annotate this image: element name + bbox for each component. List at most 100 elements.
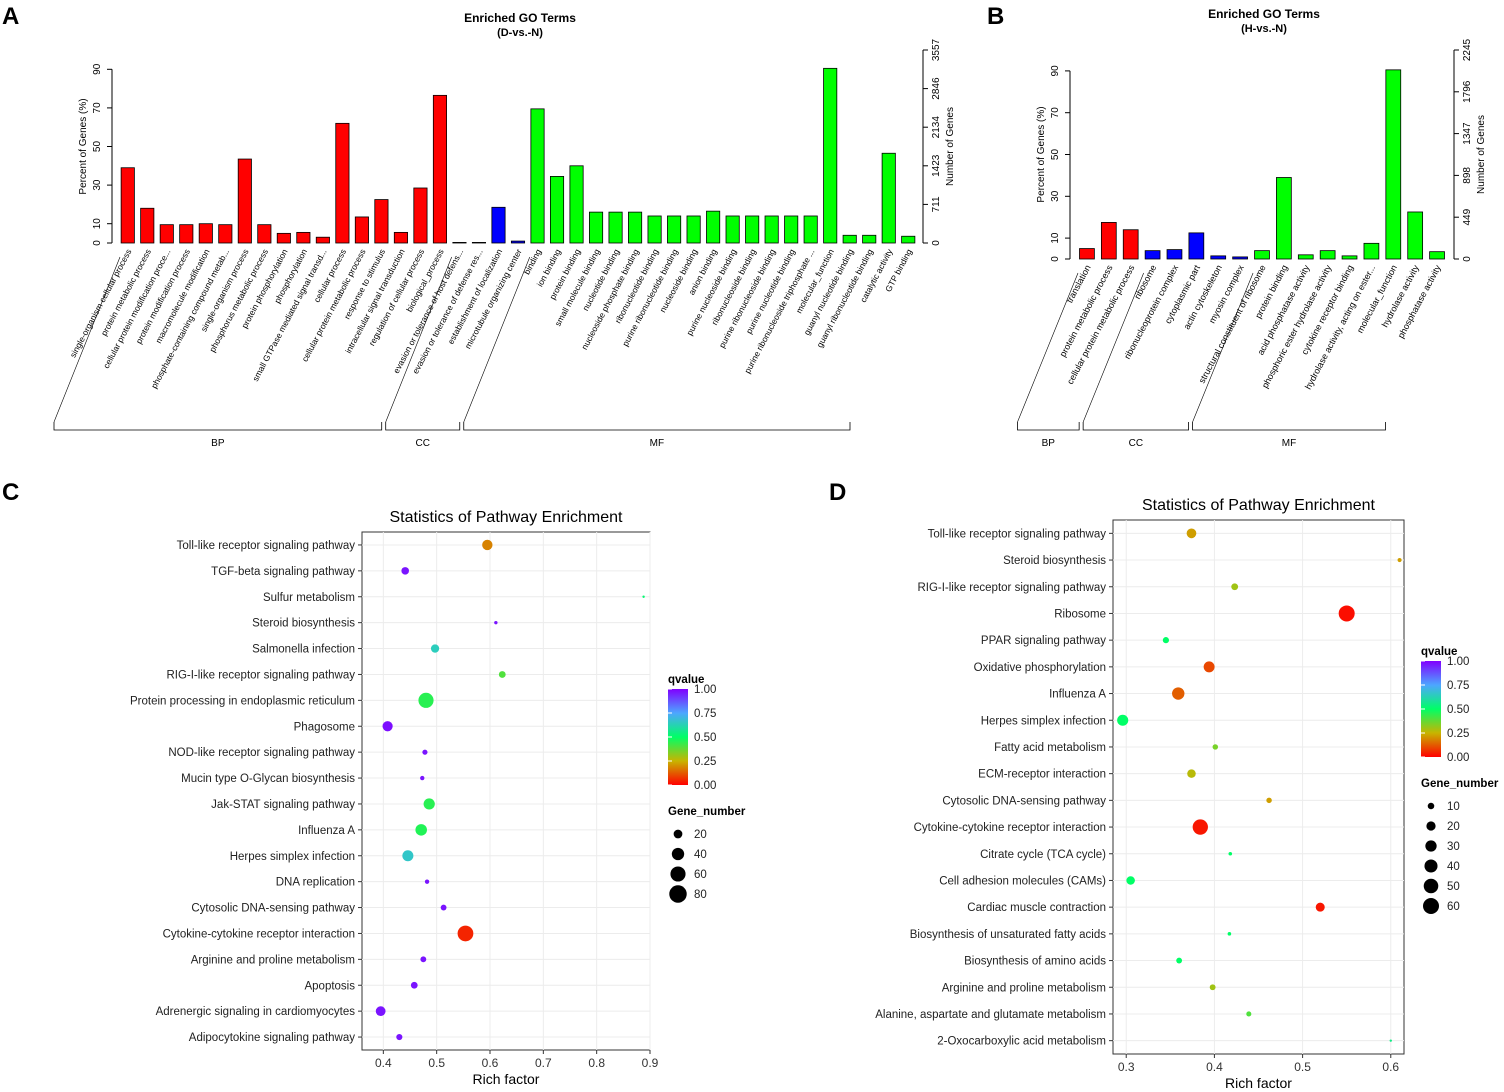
pathway-label: Cell adhesion molecules (CAMs) xyxy=(939,875,1106,887)
group-label: MF xyxy=(1282,438,1296,449)
bar xyxy=(1341,255,1358,260)
left-tick-label: 90 xyxy=(92,63,103,75)
bar xyxy=(842,234,857,244)
pathway-label: Arginine and proline metabolism xyxy=(191,954,355,966)
pathway-label: Steroid biosynthesis xyxy=(1003,555,1106,567)
size-legend-dot xyxy=(1425,840,1437,852)
pathway-label: Herpes simplex infection xyxy=(981,715,1106,727)
bar xyxy=(628,211,643,244)
color-legend-label: 0.00 xyxy=(694,780,716,792)
size-legend-label: 40 xyxy=(1447,861,1460,873)
left-tick-label: 0 xyxy=(1050,256,1061,262)
pathway-point xyxy=(401,567,409,575)
x-tick-label: 0.6 xyxy=(482,1056,499,1070)
size-legend-dot xyxy=(670,866,686,882)
left-tick-label: 90 xyxy=(1050,65,1061,77)
color-legend-bar xyxy=(668,689,688,785)
bar xyxy=(803,215,818,244)
color-legend-title: qvalue xyxy=(668,674,704,686)
chart-title: Statistics of Pathway Enrichment xyxy=(1142,497,1376,514)
bar xyxy=(1385,69,1402,260)
plot-frame xyxy=(1112,519,1405,1055)
bar xyxy=(1122,229,1139,260)
bar xyxy=(569,165,584,244)
color-legend-bar xyxy=(1421,661,1441,757)
group-label: CC xyxy=(1129,438,1143,449)
pathway-point xyxy=(410,981,418,989)
bar xyxy=(725,215,740,244)
pathway-label: TGF-beta signaling pathway xyxy=(211,566,355,578)
x-tick-label: 0.4 xyxy=(1206,1060,1223,1074)
group-bracket xyxy=(1017,422,1080,431)
pathway-point xyxy=(423,798,435,810)
bar xyxy=(1363,242,1380,260)
x-axis-title: Rich factor xyxy=(473,1071,540,1087)
size-legend-dot xyxy=(673,829,683,839)
pathway-point xyxy=(382,721,393,732)
pathway-point xyxy=(1209,984,1216,991)
pathway-point xyxy=(642,595,645,598)
pathway-point xyxy=(430,644,440,653)
right-tick-label: 0 xyxy=(1462,256,1473,262)
group-bracket xyxy=(1192,422,1386,431)
pathway-point xyxy=(1172,687,1185,700)
pathway-label: Biosynthesis of unsaturated fatty acids xyxy=(910,929,1106,941)
pathway-point xyxy=(1231,583,1239,591)
x-tick-label: 0.9 xyxy=(642,1056,659,1070)
pathway-point xyxy=(1117,714,1129,726)
size-legend-label: 30 xyxy=(1447,841,1460,853)
bar xyxy=(589,211,604,244)
x-tick-label: 0.8 xyxy=(588,1056,605,1070)
size-legend-dot xyxy=(669,885,687,903)
pathway-label: Influenza A xyxy=(298,825,355,837)
pathway-label: Cytokine-cytokine receptor interaction xyxy=(914,822,1106,834)
bar xyxy=(315,236,330,244)
bar xyxy=(745,215,760,244)
color-legend-title: qvalue xyxy=(1421,646,1457,658)
pathway-label: Arginine and proline metabolism xyxy=(942,982,1106,994)
left-axis-title: Percent of Genes (%) xyxy=(1036,106,1047,202)
x-tick-label: 0.5 xyxy=(428,1056,445,1070)
pathway-point xyxy=(1186,528,1197,539)
right-tick-label: 3557 xyxy=(931,38,942,61)
pathway-label: Sulfur metabolism xyxy=(263,592,355,604)
size-legend-dot xyxy=(1427,802,1435,810)
chart-subtitle: (H-vs.-N) xyxy=(1241,23,1287,35)
left-axis-title: Percent of Genes (%) xyxy=(78,98,89,194)
bar xyxy=(1100,222,1117,260)
pathway-label: Cytosolic DNA-sensing pathway xyxy=(942,795,1106,807)
group-bracket xyxy=(463,422,851,431)
right-tick-label: 449 xyxy=(1462,208,1473,225)
size-legend-dot xyxy=(1423,878,1439,894)
pathway-label: Influenza A xyxy=(1049,689,1106,701)
group-bracket-link xyxy=(385,256,452,423)
left-tick-label: 70 xyxy=(92,102,103,114)
size-legend-title: Gene_number xyxy=(1421,778,1499,790)
bar xyxy=(1232,256,1248,260)
bar xyxy=(276,232,291,244)
pathway-point xyxy=(1162,637,1170,644)
bar xyxy=(1079,248,1095,260)
pathway-label: Oxidative phosphorylation xyxy=(974,662,1106,674)
size-legend-label: 20 xyxy=(694,829,707,841)
pathway-point xyxy=(422,749,428,755)
left-tick-label: 50 xyxy=(92,141,103,153)
left-tick-label: 0 xyxy=(92,240,103,246)
pathway-point xyxy=(440,904,447,911)
pathway-point xyxy=(457,925,474,942)
bar xyxy=(862,234,877,244)
bar xyxy=(413,187,428,244)
bar xyxy=(1188,232,1205,260)
pathway-point xyxy=(1227,932,1232,936)
bar xyxy=(491,206,506,244)
pathway-label: Alanine, aspartate and glutamate metabol… xyxy=(875,1009,1106,1021)
group-bracket xyxy=(385,422,461,431)
pathway-point xyxy=(1315,902,1325,912)
pathway-point xyxy=(1246,1011,1252,1017)
left-tick-label: 30 xyxy=(1050,190,1061,202)
size-legend-label: 60 xyxy=(1447,901,1460,913)
pathway-point xyxy=(1176,957,1183,964)
pathway-label: Phagosome xyxy=(294,721,355,733)
group-bracket-link xyxy=(1082,272,1144,423)
group-bracket-link xyxy=(1192,272,1254,423)
